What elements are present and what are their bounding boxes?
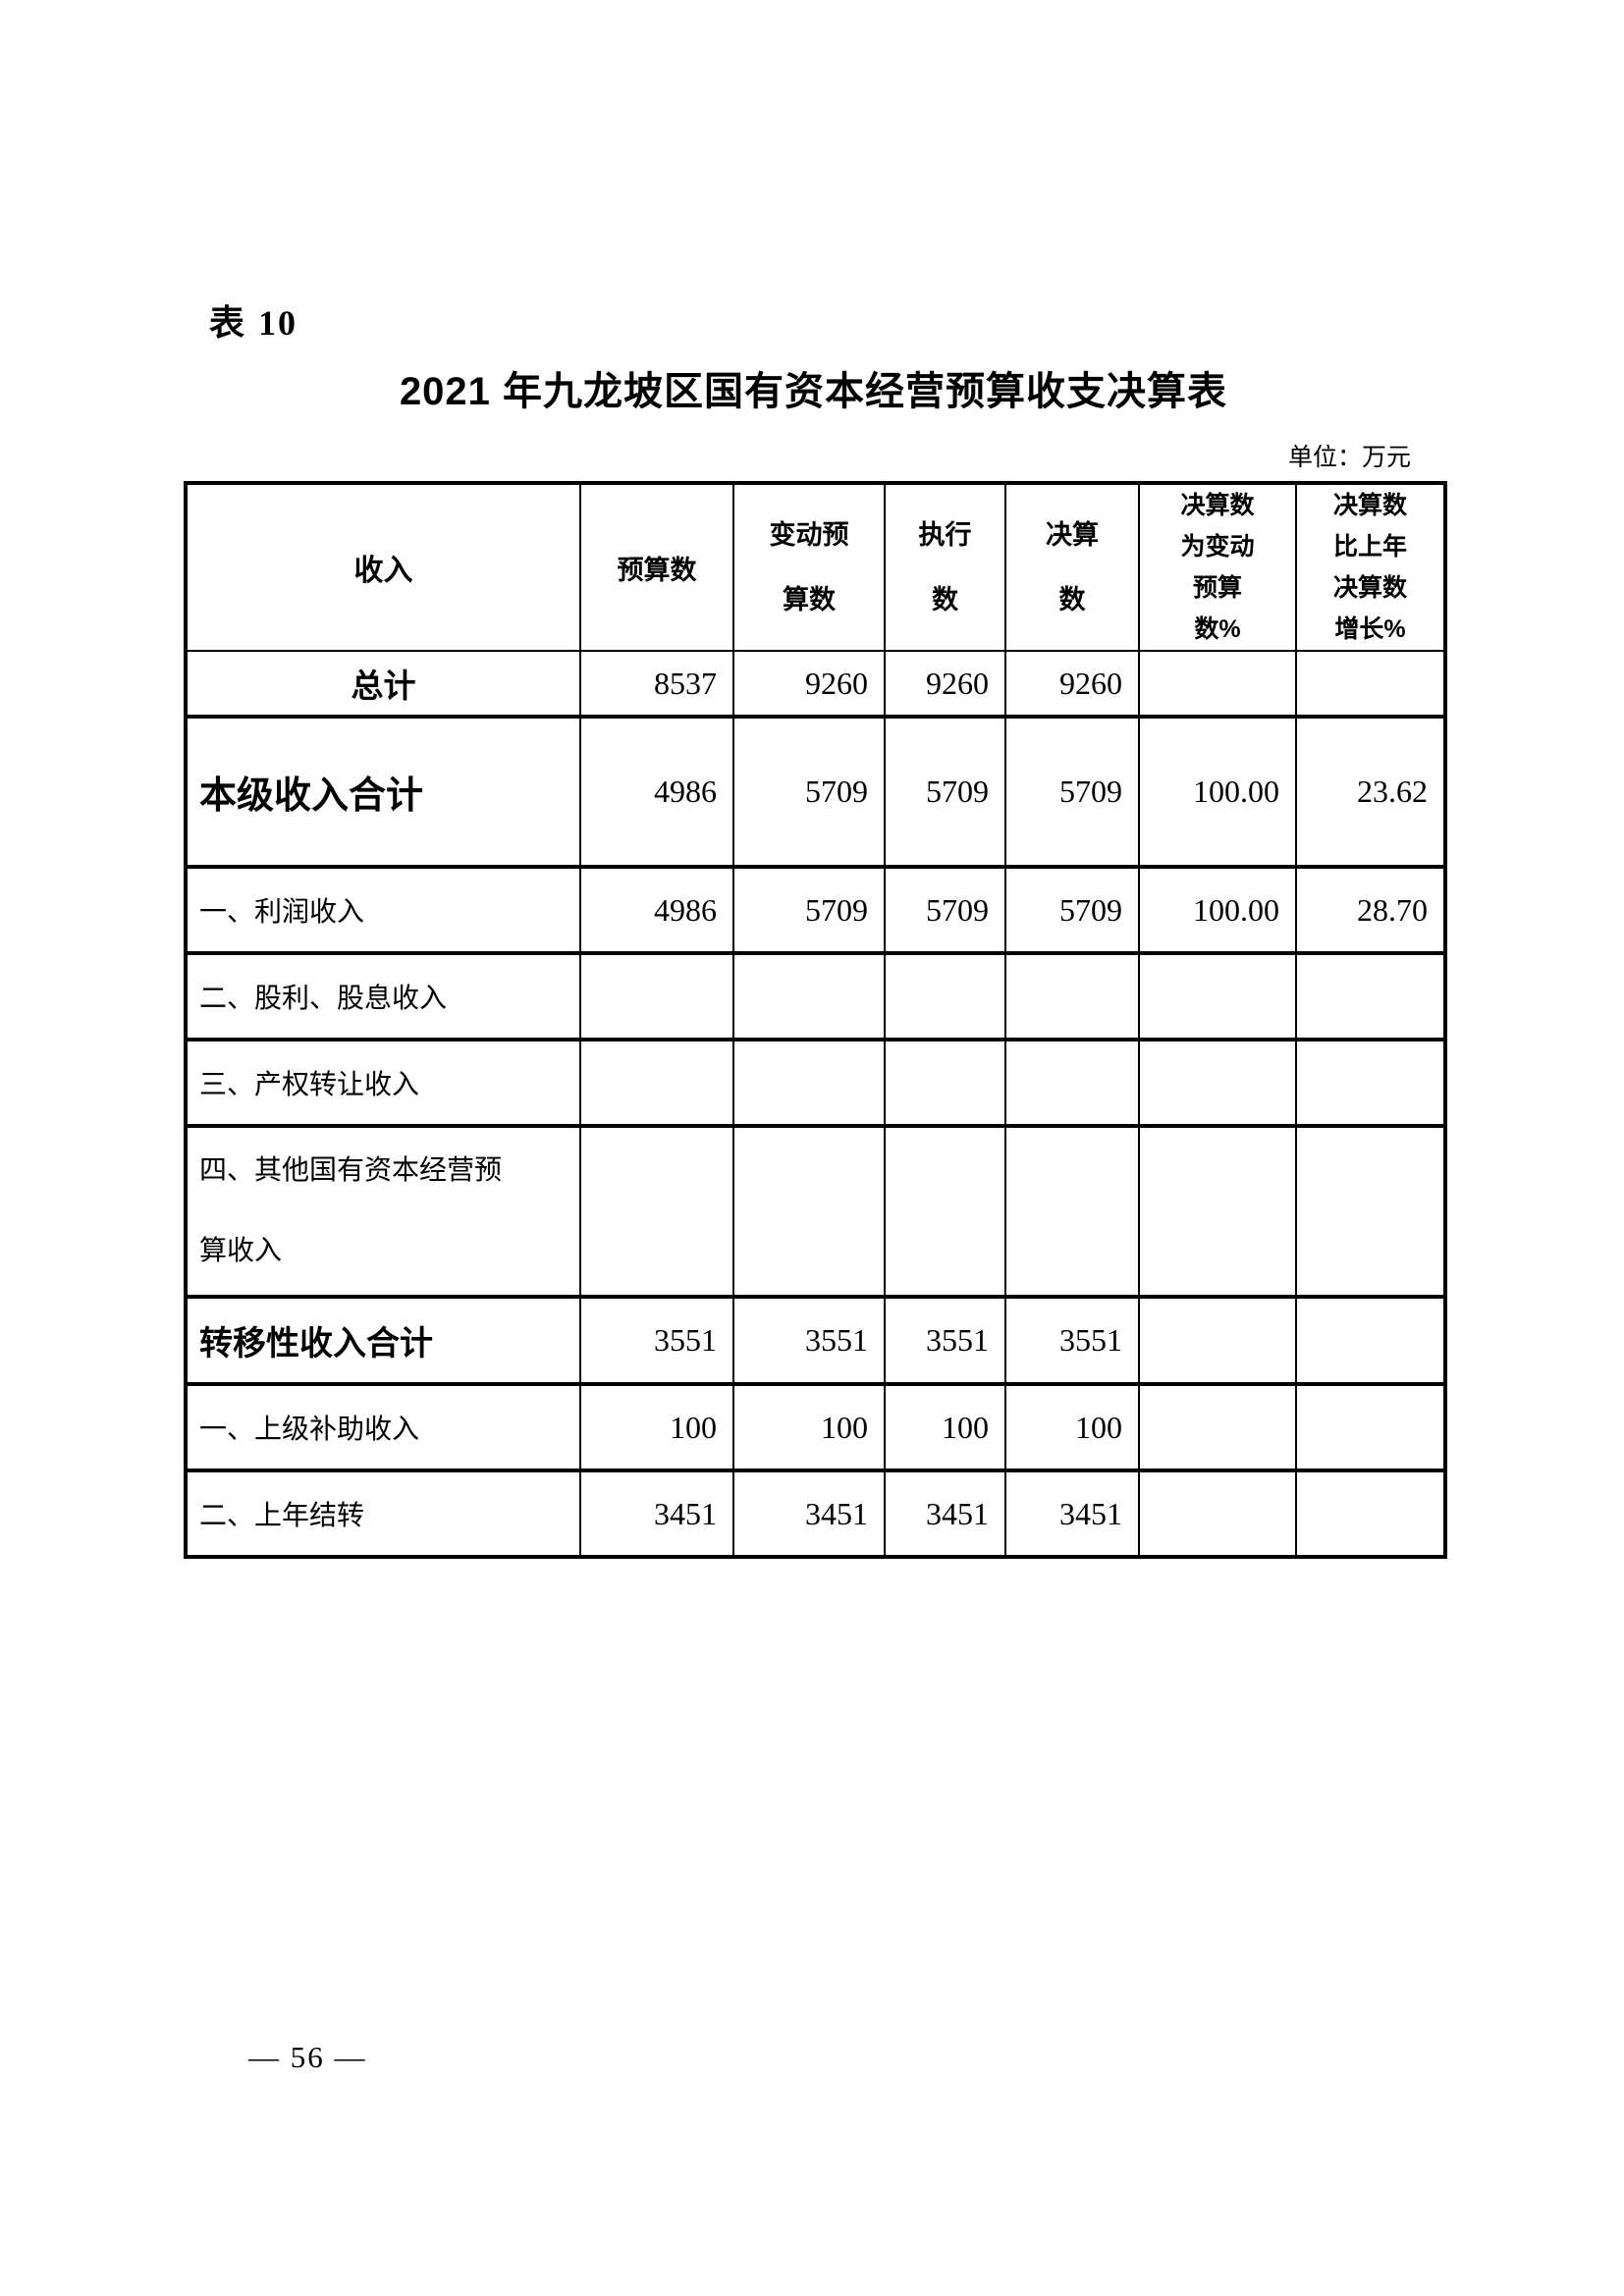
value-cell: 9260 bbox=[1004, 650, 1140, 719]
value-cell: 3451 bbox=[579, 1469, 734, 1559]
value-cell bbox=[884, 1125, 1006, 1299]
table-row-transfer-income-total: 转移性收入合计 3551 3551 3551 3551 bbox=[185, 1296, 1446, 1386]
value-cell bbox=[579, 1039, 734, 1128]
row-label-cell: 本级收入合计 bbox=[185, 716, 581, 869]
unit-note: 单位：万元 bbox=[1287, 445, 1411, 471]
value-cell bbox=[1295, 1469, 1446, 1559]
column-header-budget: 预算数 bbox=[579, 482, 734, 652]
value-cell bbox=[1004, 1125, 1140, 1299]
value-cell: 4986 bbox=[579, 866, 734, 955]
value-cell bbox=[1004, 1039, 1140, 1128]
value-cell: 3551 bbox=[732, 1296, 886, 1386]
value-cell: 5709 bbox=[884, 866, 1006, 955]
column-header-final: 决算 数 bbox=[1004, 482, 1140, 652]
value-cell: 4986 bbox=[579, 716, 734, 869]
table-number-label: 表 bbox=[209, 302, 247, 343]
value-cell bbox=[1138, 1469, 1297, 1559]
value-cell: 28.70 bbox=[1295, 866, 1446, 955]
table-row-superior-subsidy-income: 一、上级补助收入 100 100 100 100 bbox=[185, 1383, 1446, 1472]
value-cell: 5709 bbox=[1004, 866, 1140, 955]
value-cell bbox=[1295, 1125, 1446, 1299]
table-number-heading: 表 10 bbox=[209, 294, 298, 346]
value-cell: 5709 bbox=[732, 716, 886, 869]
row-label-cell: 二、股利、股息收入 bbox=[185, 952, 581, 1041]
table-header-row: 收入 预算数 变动预 算数 执行 数 决算 数 决算数 为变动 预算 数% 决算… bbox=[185, 482, 1446, 652]
value-cell bbox=[1138, 650, 1297, 719]
row-label-cell: 一、利润收入 bbox=[185, 866, 581, 955]
value-cell: 5709 bbox=[732, 866, 886, 955]
table-number-value: 10 bbox=[258, 303, 298, 343]
row-label-cell: 三、产权转让收入 bbox=[185, 1039, 581, 1128]
table-row-profit-income: 一、利润收入 4986 5709 5709 5709 100.00 28.70 bbox=[185, 866, 1446, 955]
value-cell bbox=[732, 952, 886, 1041]
value-cell bbox=[732, 1125, 886, 1299]
value-cell: 3551 bbox=[1004, 1296, 1140, 1386]
value-cell bbox=[1138, 952, 1297, 1041]
value-cell: 3551 bbox=[884, 1296, 1006, 1386]
value-cell: 23.62 bbox=[1295, 716, 1446, 869]
value-cell: 100 bbox=[884, 1383, 1006, 1472]
value-cell bbox=[884, 1039, 1006, 1128]
row-label-cell: 总计 bbox=[185, 650, 581, 719]
column-header-final-vs-adjusted-pct: 决算数 为变动 预算 数% bbox=[1138, 482, 1297, 652]
column-header-income: 收入 bbox=[185, 482, 581, 652]
value-cell: 100.00 bbox=[1138, 716, 1297, 869]
value-cell bbox=[1138, 1383, 1297, 1472]
value-cell bbox=[1295, 1383, 1446, 1472]
value-cell bbox=[884, 952, 1006, 1041]
row-label-cell: 一、上级补助收入 bbox=[185, 1383, 581, 1472]
table-row-grand-total: 总计 8537 9260 9260 9260 bbox=[185, 650, 1446, 719]
table-row-local-income-total: 本级收入合计 4986 5709 5709 5709 100.00 23.62 bbox=[185, 716, 1446, 869]
value-cell: 5709 bbox=[884, 716, 1006, 869]
value-cell bbox=[579, 1125, 734, 1299]
value-cell bbox=[1295, 952, 1446, 1041]
row-label-cell: 四、其他国有资本经营预 算收入 bbox=[185, 1125, 581, 1299]
value-cell bbox=[1138, 1296, 1297, 1386]
column-header-adjusted-budget: 变动预 算数 bbox=[732, 482, 886, 652]
value-cell bbox=[579, 952, 734, 1041]
value-cell: 100 bbox=[1004, 1383, 1140, 1472]
column-header-execution: 执行 数 bbox=[884, 482, 1006, 652]
value-cell: 3451 bbox=[884, 1469, 1006, 1559]
page-title: 2021 年九龙坡区国有资本经营预算收支决算表 bbox=[399, 370, 1228, 413]
value-cell bbox=[732, 1039, 886, 1128]
table-row-other-state-capital-budget-income: 四、其他国有资本经营预 算收入 bbox=[185, 1125, 1446, 1299]
budget-table: 收入 预算数 变动预 算数 执行 数 决算 数 决算数 为变动 预算 数% 决算… bbox=[184, 481, 1447, 1559]
row-label-cell: 转移性收入合计 bbox=[185, 1296, 581, 1386]
value-cell bbox=[1138, 1125, 1297, 1299]
value-cell bbox=[1295, 1296, 1446, 1386]
value-cell bbox=[1004, 952, 1140, 1041]
value-cell: 8537 bbox=[579, 650, 734, 719]
value-cell: 100 bbox=[732, 1383, 886, 1472]
value-cell: 9260 bbox=[884, 650, 1006, 719]
value-cell: 9260 bbox=[732, 650, 886, 719]
row-label-cell: 二、上年结转 bbox=[185, 1469, 581, 1559]
value-cell bbox=[1138, 1039, 1297, 1128]
value-cell: 3451 bbox=[1004, 1469, 1140, 1559]
value-cell: 100.00 bbox=[1138, 866, 1297, 955]
table-row-dividend-income: 二、股利、股息收入 bbox=[185, 952, 1446, 1041]
column-header-final-growth-pct: 决算数 比上年 决算数 增长% bbox=[1295, 482, 1446, 652]
value-cell: 5709 bbox=[1004, 716, 1140, 869]
value-cell: 3551 bbox=[579, 1296, 734, 1386]
value-cell bbox=[1295, 650, 1446, 719]
value-cell: 3451 bbox=[732, 1469, 886, 1559]
value-cell bbox=[1295, 1039, 1446, 1128]
value-cell: 100 bbox=[579, 1383, 734, 1472]
table-row-property-transfer-income: 三、产权转让收入 bbox=[185, 1039, 1446, 1128]
page-number: — 56 — bbox=[248, 2040, 367, 2074]
table-row-carryover-from-last-year: 二、上年结转 3451 3451 3451 3451 bbox=[185, 1469, 1446, 1559]
